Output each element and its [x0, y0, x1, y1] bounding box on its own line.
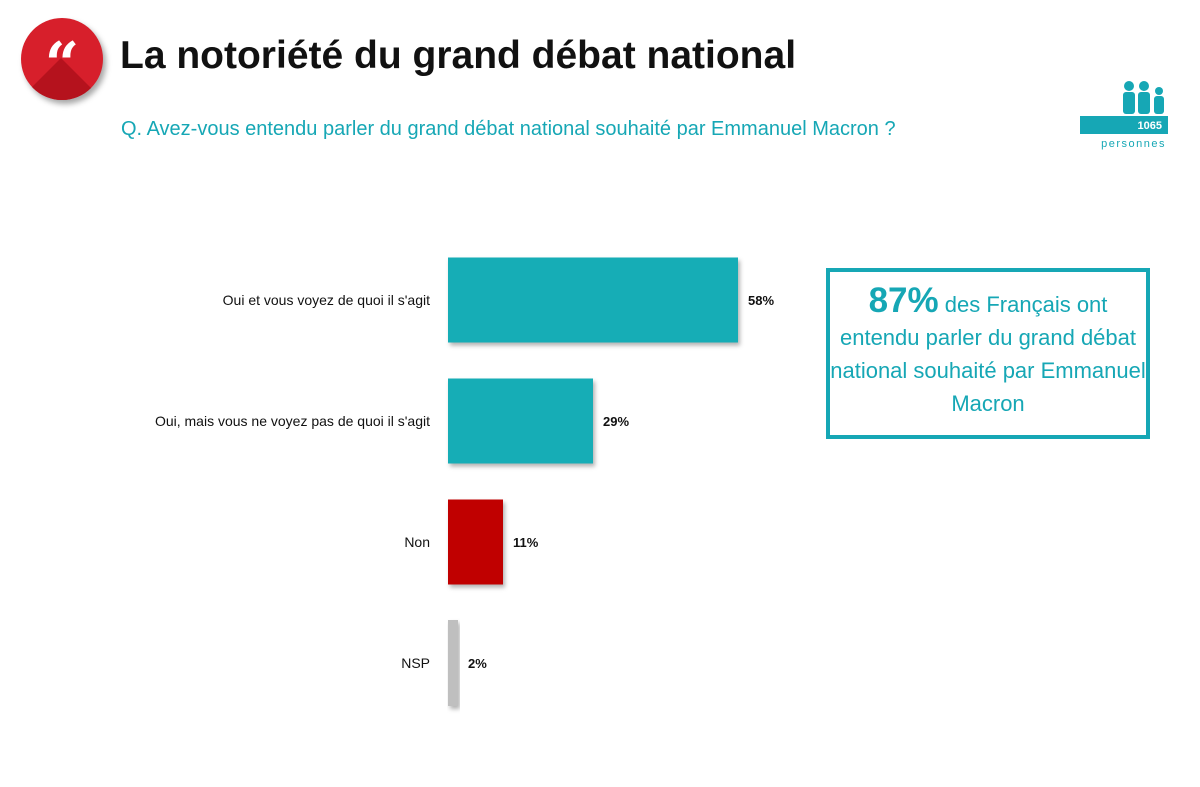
value-label-oui-pas-voyez: 29% [603, 414, 629, 429]
bar-nsp [448, 620, 458, 706]
callout-text: des Français ont entendu parler du grand… [830, 292, 1146, 416]
callout-highlight: 87% [868, 281, 939, 320]
page-title: La notoriété du grand débat national [120, 34, 797, 77]
sample-size-badge: 1065 personnes [1078, 78, 1168, 154]
key-finding-callout: 87% des Français ont entendu parler du g… [826, 268, 1150, 439]
category-label-nsp: NSP [401, 655, 430, 671]
quote-icon: “ [44, 30, 80, 100]
value-label-oui-voyez: 58% [748, 293, 774, 308]
category-label-non: Non [404, 534, 430, 550]
sample-count: 1065 [1137, 120, 1162, 132]
category-label-oui-pas-voyez: Oui, mais vous ne voyez pas de quoi il s… [155, 413, 430, 429]
bar-non [448, 499, 503, 585]
category-label-oui-voyez: Oui et vous voyez de quoi il s'agit [223, 292, 430, 308]
value-label-nsp: 2% [468, 656, 487, 671]
survey-question: Q. Avez-vous entendu parler du grand déb… [121, 118, 896, 140]
bar-oui-pas-voyez [448, 378, 593, 464]
quote-logo: “ [21, 18, 103, 100]
people-icon [1080, 81, 1168, 134]
bar-chart: Oui et vous voyez de quoi il s'agit 58% Ou… [155, 257, 774, 706]
sample-bar [1080, 116, 1168, 134]
bar-oui-voyez [448, 257, 738, 343]
value-label-non: 11% [513, 535, 539, 550]
sample-label: personnes [1101, 138, 1166, 150]
